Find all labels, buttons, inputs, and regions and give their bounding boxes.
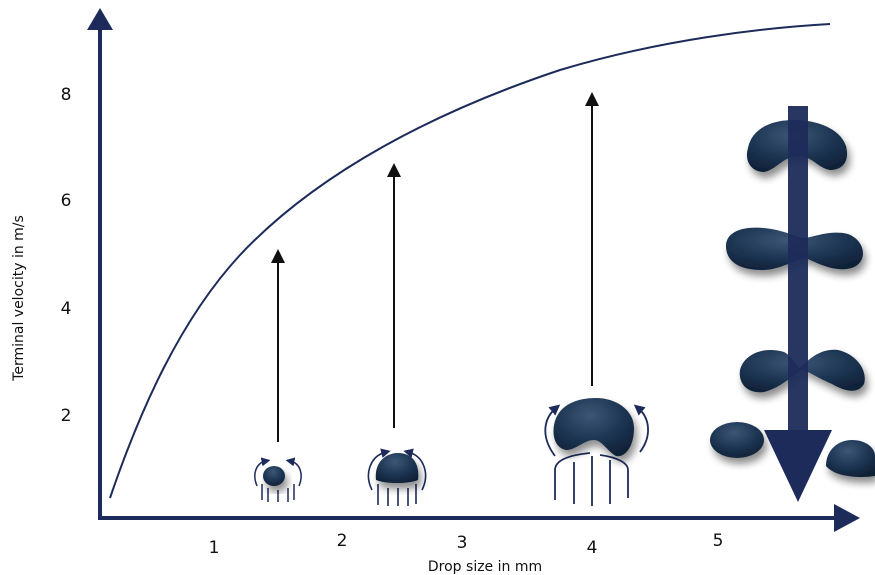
breakup-stage-fragmenting — [739, 349, 865, 393]
large-drop — [544, 398, 649, 506]
drop-body — [553, 398, 634, 457]
y-tick-label: 2 — [61, 406, 72, 426]
x-axis-title: Drop size in mm — [428, 559, 542, 575]
x-tick-label: 5 — [713, 531, 724, 551]
fragment-drop-left — [710, 422, 764, 458]
y-tick-labels: 2 4 6 8 — [61, 85, 72, 426]
drop-body — [375, 453, 419, 483]
x-tick-label: 2 — [337, 531, 348, 551]
airflow-lines — [544, 404, 649, 506]
axes — [87, 8, 860, 532]
airflow-lines — [254, 457, 302, 502]
x-tick-labels: 1 2 3 4 5 — [209, 531, 724, 558]
y-axis-arrowhead — [87, 8, 113, 30]
fall-direction-arrow — [764, 106, 832, 502]
x-tick-label: 1 — [209, 538, 220, 558]
airflow-lines — [367, 448, 427, 506]
y-tick-label: 4 — [61, 299, 72, 319]
y-tick-label: 6 — [61, 191, 72, 211]
medium-drop — [367, 448, 427, 506]
y-axis-title: Terminal velocity in m/s — [11, 215, 27, 382]
x-tick-label: 3 — [457, 533, 468, 553]
small-drop — [254, 457, 302, 502]
fragment-drop-right — [826, 440, 875, 477]
x-axis-arrowhead — [834, 504, 860, 532]
drop-body — [263, 466, 285, 486]
terminal-velocity-curve — [109, 23, 831, 499]
y-tick-label: 8 — [61, 85, 72, 105]
x-tick-label: 4 — [587, 538, 598, 558]
